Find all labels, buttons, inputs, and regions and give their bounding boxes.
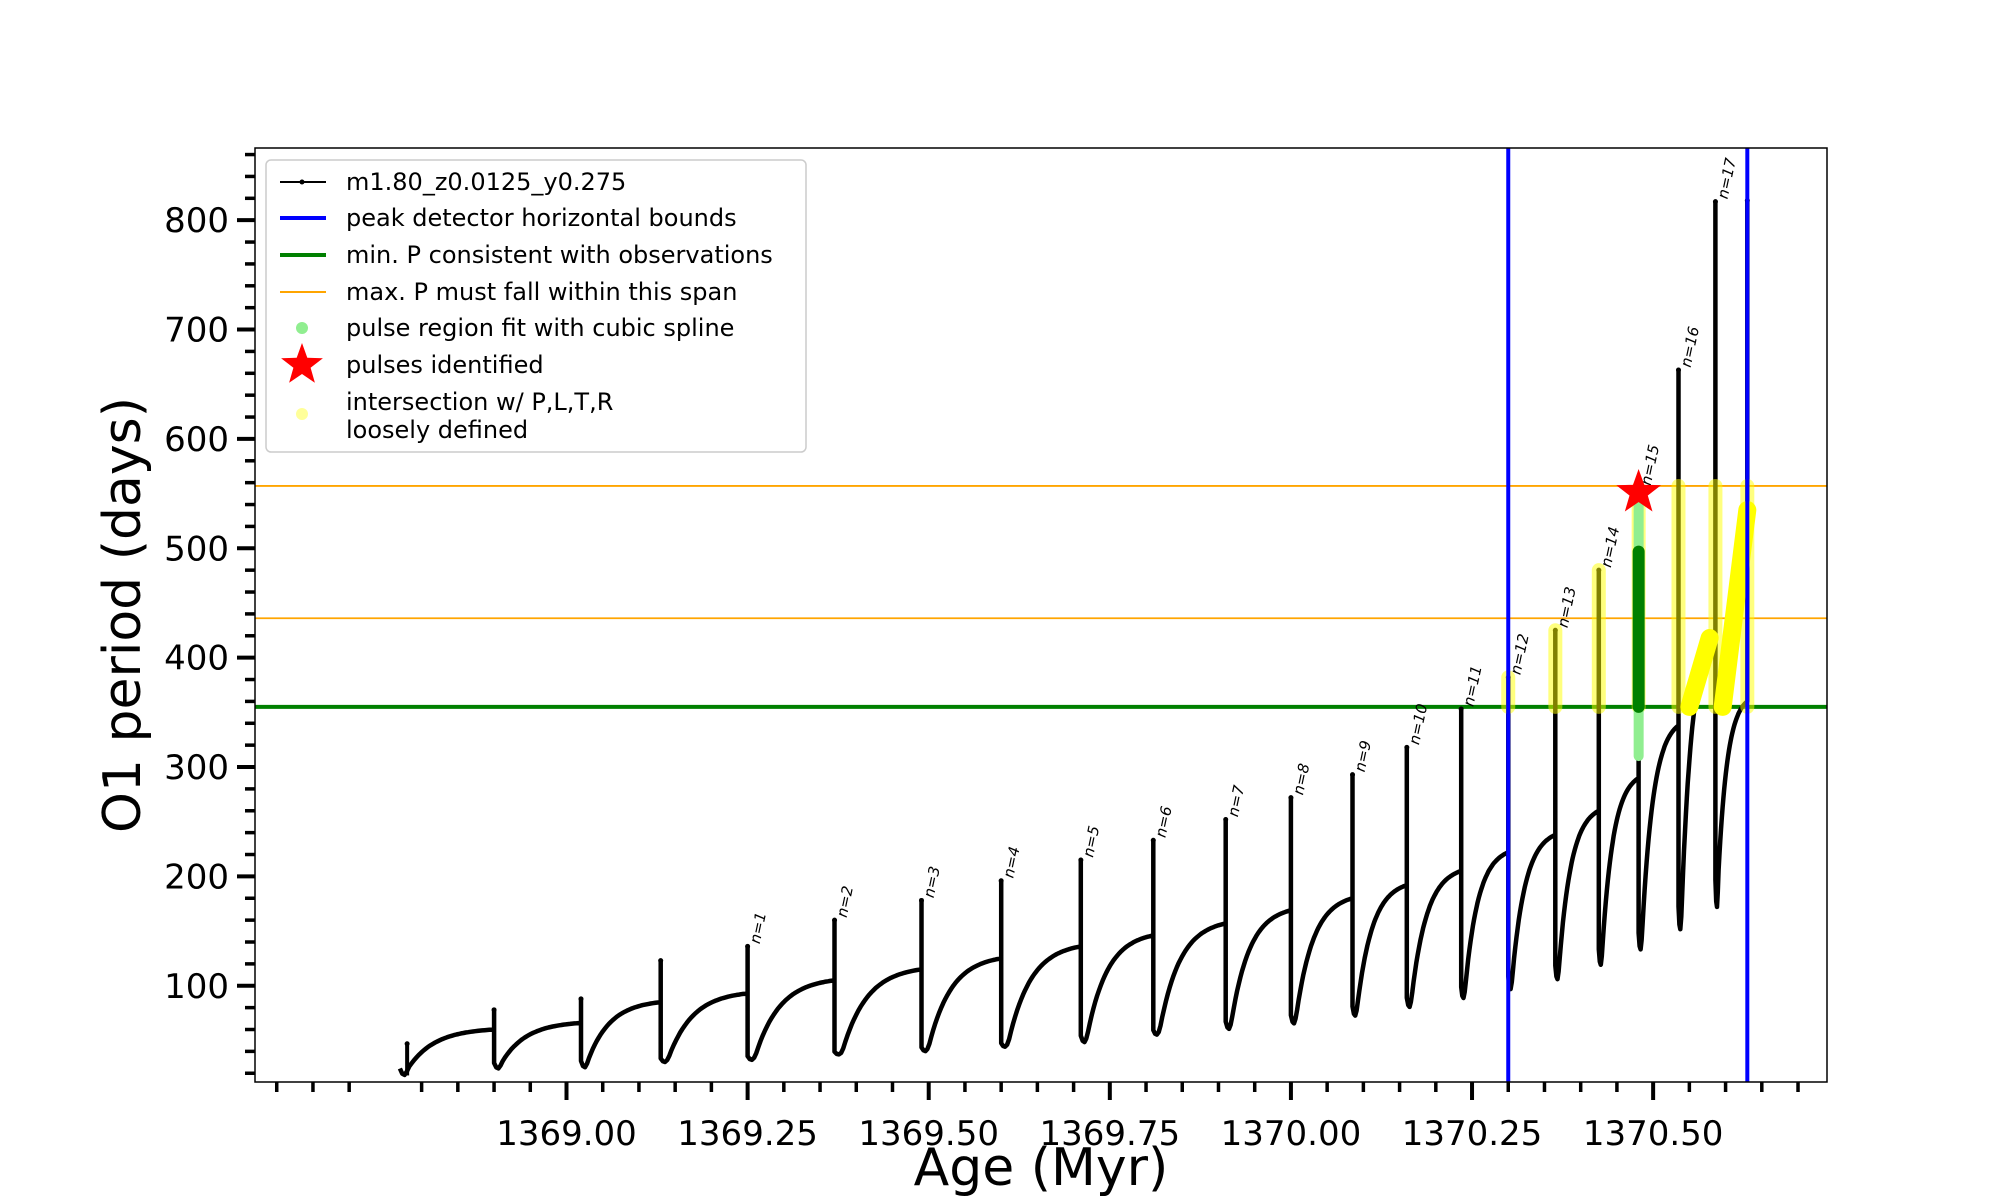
x-tick-label: 1370.25 bbox=[1402, 1114, 1543, 1154]
pulse-peak-point bbox=[1459, 707, 1464, 712]
pulse-peak-point bbox=[578, 996, 583, 1001]
legend-label: pulses identified bbox=[346, 351, 544, 379]
pulse-peak-point bbox=[405, 1041, 410, 1046]
y-tick-label: 500 bbox=[164, 529, 229, 569]
legend-swatch-series-marker bbox=[300, 180, 305, 185]
pulse-peak-point bbox=[999, 878, 1004, 883]
y-tick-label: 400 bbox=[164, 639, 229, 679]
pulse-peak-point bbox=[1404, 745, 1409, 750]
legend-label: m1.80_z0.0125_y0.275 bbox=[346, 168, 626, 196]
pulse-peak-point bbox=[745, 944, 750, 949]
x-tick-label: 1370.50 bbox=[1583, 1114, 1724, 1154]
pulse-peak-point bbox=[658, 958, 663, 963]
legend: m1.80_z0.0125_y0.275peak detector horizo… bbox=[266, 160, 806, 452]
legend-label: loosely defined bbox=[346, 416, 528, 444]
legend-label: peak detector horizontal bounds bbox=[346, 204, 737, 232]
y-axis-label: O1 period (days) bbox=[93, 397, 153, 833]
pulse-peak-point bbox=[919, 898, 924, 903]
pulse-peak-point bbox=[1288, 795, 1293, 800]
legend-swatch-dot bbox=[296, 408, 308, 420]
pulse-peak-point bbox=[1676, 368, 1681, 373]
y-tick-label: 700 bbox=[164, 311, 229, 351]
y-tick-label: 600 bbox=[164, 420, 229, 460]
x-axis-label: Age (Myr) bbox=[914, 1138, 1169, 1198]
x-tick-label: 1369.00 bbox=[496, 1114, 637, 1154]
pulse-peak-point bbox=[832, 918, 837, 923]
pulse-peak-point bbox=[1078, 857, 1083, 862]
legend-label: pulse region fit with cubic spline bbox=[346, 314, 734, 342]
x-tick-label: 1369.25 bbox=[677, 1114, 818, 1154]
y-tick-label: 800 bbox=[164, 201, 229, 241]
pulse-peak-point bbox=[1223, 817, 1228, 822]
x-tick-label: 1370.00 bbox=[1221, 1114, 1362, 1154]
legend-label: min. P consistent with observations bbox=[346, 241, 773, 269]
pulse-peak-point bbox=[1151, 838, 1156, 843]
y-tick-label: 100 bbox=[164, 967, 229, 1007]
legend-label: max. P must fall within this span bbox=[346, 278, 737, 306]
y-tick-label: 300 bbox=[164, 748, 229, 788]
pulse-peak-point bbox=[1350, 772, 1355, 777]
legend-label: intersection w/ P,L,T,R bbox=[346, 388, 613, 416]
pulse-peak-point bbox=[1713, 199, 1718, 204]
legend-swatch-dot bbox=[296, 322, 308, 334]
pulse-peak-point bbox=[492, 1007, 497, 1012]
y-tick-label: 200 bbox=[164, 857, 229, 897]
